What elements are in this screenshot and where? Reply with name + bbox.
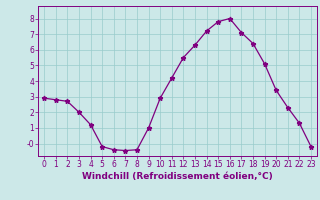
X-axis label: Windchill (Refroidissement éolien,°C): Windchill (Refroidissement éolien,°C) — [82, 172, 273, 181]
